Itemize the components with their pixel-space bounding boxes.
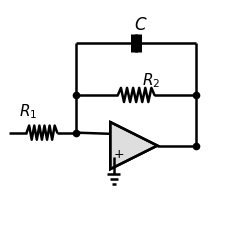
Text: $R_2$: $R_2$ xyxy=(142,71,161,90)
Text: $R_1$: $R_1$ xyxy=(19,102,37,121)
Text: $C$: $C$ xyxy=(134,16,148,34)
Text: +: + xyxy=(113,148,124,161)
Polygon shape xyxy=(110,122,157,169)
